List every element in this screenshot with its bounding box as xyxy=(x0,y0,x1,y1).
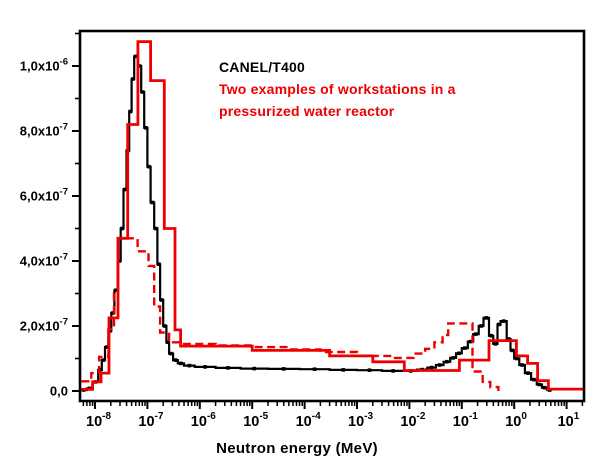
data-point-marker xyxy=(252,366,257,371)
data-point-marker xyxy=(537,382,542,387)
data-point-marker xyxy=(123,187,127,192)
y-axis-tick-label: 4,0x10-7 xyxy=(20,252,68,269)
data-point-marker xyxy=(104,345,109,349)
data-point-marker xyxy=(367,368,372,372)
data-point-marker xyxy=(463,346,467,350)
data-point-marker xyxy=(391,369,395,373)
x-axis-tick-label: 10-5 xyxy=(243,411,268,430)
data-point-marker xyxy=(147,164,151,169)
data-point-marker xyxy=(479,324,483,328)
x-axis-tick-label: 10-8 xyxy=(86,411,111,430)
y-axis-tick-label: 8,0x10-7 xyxy=(20,122,68,139)
legend: CANEL/T400 Two examples of workstations … xyxy=(219,56,456,122)
y-axis-tick-label: 1,0x10-6 xyxy=(20,57,68,74)
data-point-marker xyxy=(101,358,106,362)
data-point-marker xyxy=(437,363,442,367)
legend-line-canel: CANEL/T400 xyxy=(219,59,306,75)
workstation-solid-curve xyxy=(81,40,583,391)
x-axis-tick-label: 10-2 xyxy=(400,411,425,430)
data-point-marker xyxy=(542,385,547,390)
data-point-marker xyxy=(474,332,478,336)
data-point-marker xyxy=(203,365,207,369)
x-axis-tick-label: 10-6 xyxy=(191,411,216,430)
legend-line-workstations-1: Two examples of workstations in a xyxy=(219,81,456,97)
data-point-marker xyxy=(484,316,489,320)
x-axis-tick-label: 10-3 xyxy=(348,411,373,430)
data-point-marker xyxy=(526,371,530,375)
data-point-marker xyxy=(226,366,230,370)
x-axis-tick-label: 10-1 xyxy=(453,411,478,430)
data-point-marker xyxy=(451,356,455,360)
legend-line-workstations-2: pressurized water reactor xyxy=(219,103,395,119)
data-point-marker xyxy=(187,363,192,368)
data-point-marker xyxy=(173,358,178,362)
data-point-marker xyxy=(169,351,173,356)
data-point-marker xyxy=(114,288,118,292)
data-point-marker xyxy=(312,367,317,371)
data-point-marker xyxy=(501,319,506,323)
x-axis-tick-label: 101 xyxy=(558,411,580,430)
data-point-marker xyxy=(468,339,473,344)
data-point-marker xyxy=(137,64,142,68)
x-axis-tick-label: 10-7 xyxy=(138,411,163,430)
data-point-marker xyxy=(134,54,138,59)
data-point-marker xyxy=(445,359,449,364)
x-axis-title: Neutron energy (MeV) xyxy=(216,440,378,457)
data-point-marker xyxy=(532,377,536,382)
data-point-marker xyxy=(497,322,501,327)
data-point-marker xyxy=(140,90,145,94)
data-point-marker xyxy=(489,333,493,338)
data-point-marker xyxy=(341,368,346,372)
data-point-marker xyxy=(457,351,461,356)
data-point-marker xyxy=(120,226,124,231)
plot-frame xyxy=(78,29,586,403)
data-point-marker xyxy=(493,342,498,346)
data-point-marker xyxy=(510,348,515,353)
y-axis-tick-label: 6,0x10-7 xyxy=(20,187,68,204)
data-point-marker xyxy=(131,77,135,81)
data-point-marker xyxy=(281,367,286,371)
data-point-marker xyxy=(163,324,167,328)
y-axis-tick-label: 0,0 xyxy=(50,384,68,399)
data-point-marker xyxy=(144,126,148,130)
data-point-marker xyxy=(429,365,434,370)
data-point-marker xyxy=(506,337,511,341)
x-axis-tick-label: 10-4 xyxy=(296,411,321,430)
data-point-marker xyxy=(520,363,524,367)
y-axis-tick-label: 2,0x10-7 xyxy=(20,317,68,334)
data-point-marker xyxy=(154,226,158,231)
data-point-marker xyxy=(514,356,519,361)
data-point-marker xyxy=(150,200,155,205)
x-axis-tick-label: 100 xyxy=(505,411,527,430)
data-point-marker xyxy=(128,109,133,114)
data-point-marker xyxy=(157,262,161,266)
data-point-marker xyxy=(179,361,183,366)
workstation-dashed-curve xyxy=(81,237,500,391)
data-point-marker xyxy=(159,298,164,302)
data-point-marker xyxy=(165,340,170,344)
